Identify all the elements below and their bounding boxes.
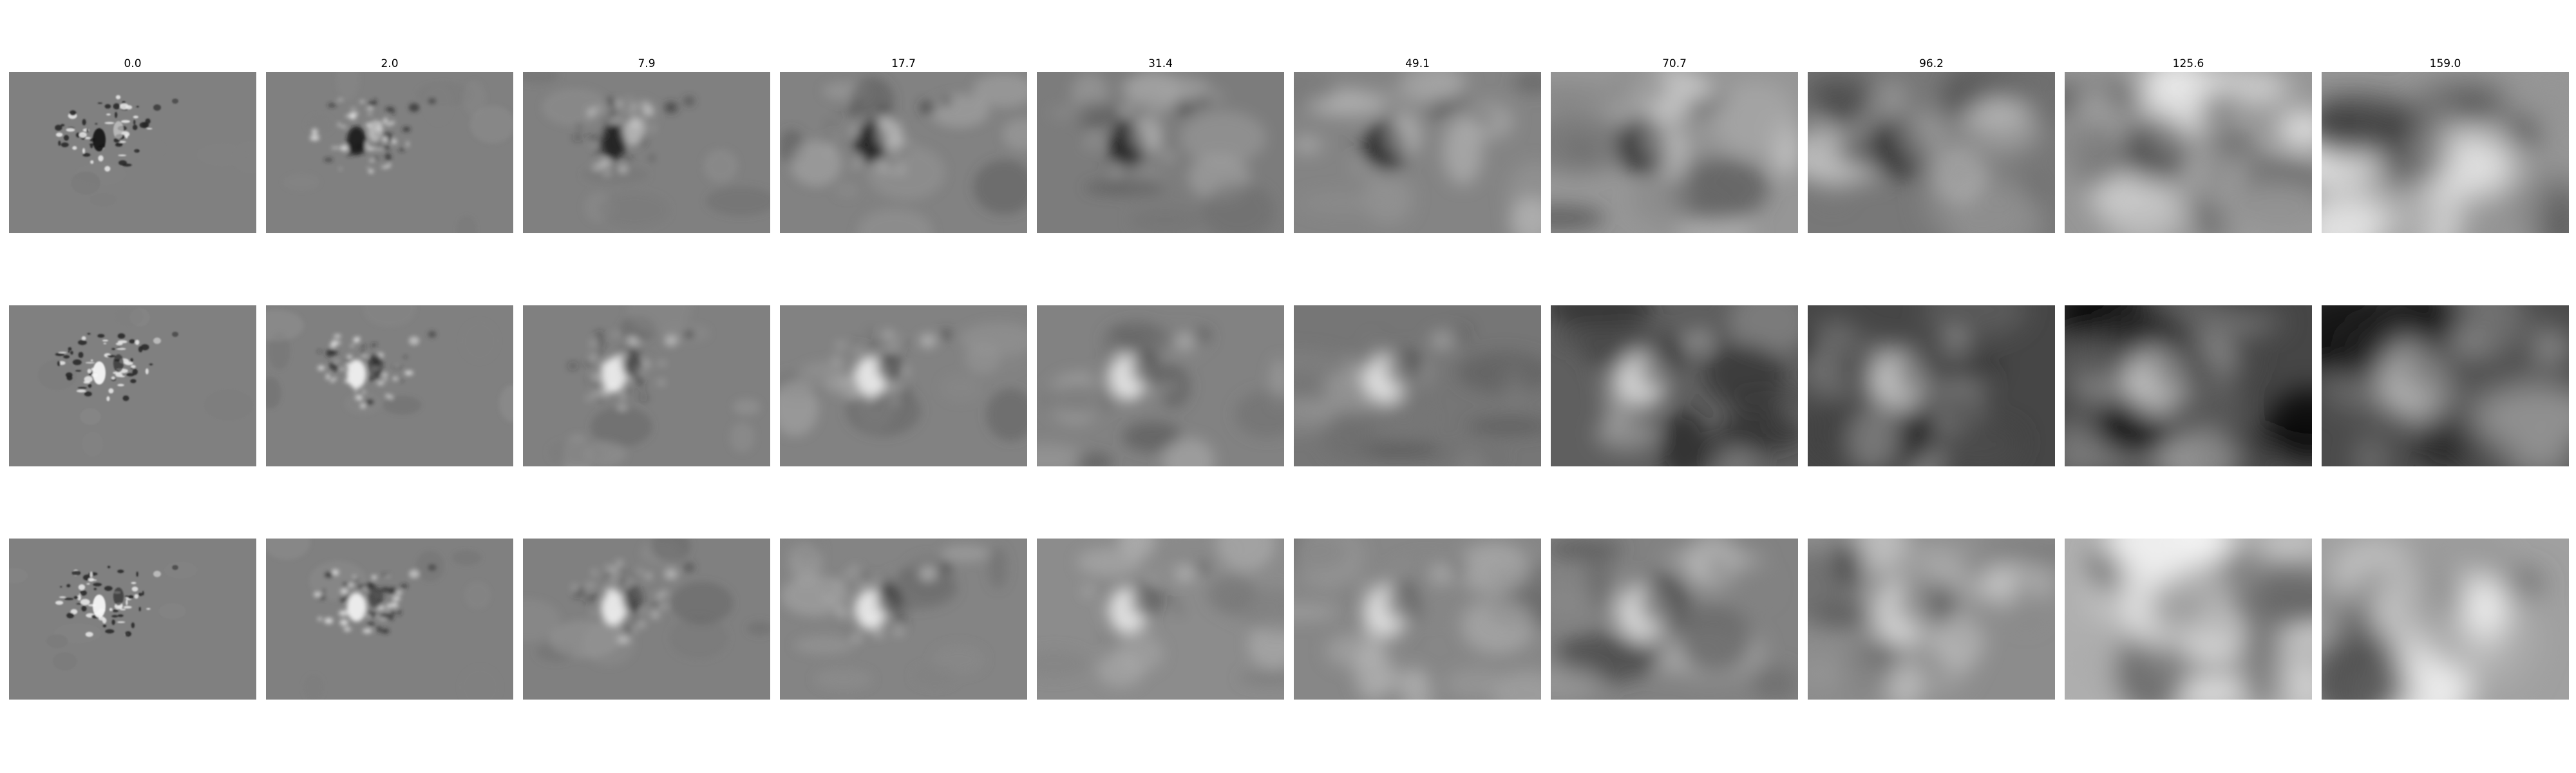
image-panel [266, 72, 513, 233]
image-panel [9, 72, 256, 233]
column-title: 31.4 [1148, 57, 1173, 70]
image-panel [9, 539, 256, 700]
image-panel [1294, 539, 1541, 700]
image-panel [2065, 305, 2312, 466]
column-title: 49.1 [1405, 57, 1430, 70]
image-panel [1037, 539, 1284, 700]
image-panel [1808, 539, 2055, 700]
column-title: 96.2 [1919, 57, 1944, 70]
image-panel [780, 539, 1027, 700]
image-panel [1037, 305, 1284, 466]
image-panel [1294, 72, 1541, 233]
image-panel [1551, 539, 1798, 700]
column-title: 2.0 [381, 57, 399, 70]
image-panel [2322, 539, 2569, 700]
image-panel [2065, 539, 2312, 700]
column-title: 125.6 [2172, 57, 2204, 70]
image-panel [266, 305, 513, 466]
image-panel [9, 305, 256, 466]
image-panel [780, 305, 1027, 466]
column-title: 7.9 [638, 57, 656, 70]
image-panel [1808, 305, 2055, 466]
image-panel [1037, 72, 1284, 233]
image-panel [523, 72, 770, 233]
image-panel [780, 72, 1027, 233]
image-panel [523, 305, 770, 466]
image-panel [1808, 72, 2055, 233]
column-title: 70.7 [1662, 57, 1687, 70]
column-title: 0.0 [124, 57, 142, 70]
image-panel [1551, 72, 1798, 233]
image-panel [2322, 305, 2569, 466]
image-panel [523, 539, 770, 700]
image-panel [1551, 305, 1798, 466]
column-title: 159.0 [2429, 57, 2461, 70]
image-panel [2322, 72, 2569, 233]
image-panel [2065, 72, 2312, 233]
image-panel [266, 539, 513, 700]
column-title: 17.7 [891, 57, 916, 70]
image-panel [1294, 305, 1541, 466]
